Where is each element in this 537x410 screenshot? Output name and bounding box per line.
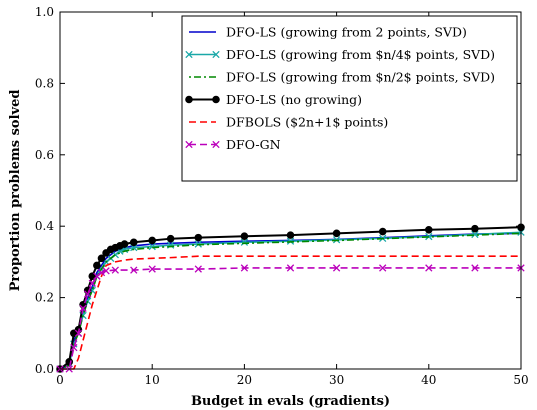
data-point [148, 236, 156, 245]
x-tick-label: 30 [329, 373, 344, 387]
data-point [166, 234, 175, 243]
data-point [332, 229, 341, 238]
data-point [240, 264, 249, 272]
legend-marker [212, 95, 220, 104]
series-dfbols-2n-1-points [60, 255, 521, 370]
legend-marker [212, 140, 220, 149]
data-point [286, 231, 295, 239]
series-dfo-gn [56, 264, 525, 373]
data-point [240, 238, 249, 246]
data-point [240, 232, 249, 240]
data-point [471, 230, 479, 239]
data-point [93, 261, 101, 270]
data-point [286, 264, 295, 272]
series-line [60, 255, 521, 370]
legend-entry: DFO-LS (growing from $n/4$ points, SVD) [185, 47, 495, 62]
x-axis-title: Budget in evals (gradients) [191, 394, 390, 409]
data-point [84, 290, 92, 298]
plot-frame [59, 11, 522, 370]
legend-marker [212, 50, 220, 59]
data-point [111, 266, 119, 274]
y-tick-label: 0.8 [35, 76, 54, 90]
data-point [79, 304, 87, 312]
data-point [97, 268, 106, 277]
series-dfo-ls-growing-from-n-2-points-svd [59, 232, 522, 370]
y-tick-label: 1.0 [35, 5, 54, 19]
x-tick-label: 10 [145, 373, 160, 387]
series-layer [56, 223, 525, 373]
y-axis-title: Proportion problems solved [8, 90, 23, 292]
x-tick-label: 50 [513, 373, 528, 387]
legend-marker [185, 140, 193, 149]
data-point [425, 264, 433, 272]
legend-entry: DFO-LS (growing from $n/2$ points, SVD) [189, 70, 495, 85]
legend-label: DFO-LS (growing from 2 points, SVD) [226, 25, 467, 40]
data-point [194, 233, 203, 242]
data-point [194, 265, 202, 273]
data-point [102, 267, 110, 275]
legend-label: DFO-LS (no growing) [226, 92, 362, 107]
data-point [74, 329, 83, 337]
data-point [88, 272, 97, 280]
y-tick-label: 0.4 [35, 219, 54, 233]
legend-label: DFO-LS (growing from $n/4$ points, SVD) [226, 47, 495, 62]
legend-label: DFO-LS (growing from $n/2$ points, SVD) [226, 70, 495, 85]
legend-entry: DFBOLS ($2n+1$ points) [189, 115, 388, 130]
x-tick-label: 40 [421, 373, 436, 387]
legend-marker [185, 50, 193, 59]
y-tick-label: 0.0 [35, 362, 54, 376]
data-point [148, 242, 156, 251]
legend-box [181, 15, 518, 182]
tick-layer: 0 10 20 30 40 50 0.0 0.2 0.4 0.6 0.8 1.0 [35, 5, 529, 387]
data-point [471, 264, 479, 272]
series-line [59, 232, 522, 370]
data-point [97, 254, 106, 263]
data-point [148, 265, 156, 273]
data-point [120, 240, 129, 248]
legend-label: DFO-GN [226, 137, 281, 152]
data-point [130, 266, 138, 274]
data-point [130, 243, 138, 252]
legend: DFO-LS (growing from 2 points, SVD) DFO-L… [181, 15, 518, 182]
legend-entry: DFO-GN [185, 137, 281, 152]
legend-label: DFBOLS ($2n+1$ points) [226, 115, 388, 130]
data-point [70, 343, 78, 352]
data-point [379, 264, 387, 272]
data-point [378, 227, 387, 236]
y-tick-label: 0.2 [35, 291, 54, 305]
legend-marker [185, 95, 193, 104]
x-tick-label: 20 [237, 373, 252, 387]
y-tick-label: 0.6 [35, 148, 54, 162]
x-tick-label: 0 [56, 373, 64, 387]
data-point [471, 224, 479, 233]
data-point [425, 225, 433, 234]
data-point [93, 272, 101, 280]
legend-entry: DFO-LS (no growing) [185, 92, 362, 107]
data-point [129, 238, 138, 247]
legend-entry: DFO-LS (growing from 2 points, SVD) [189, 25, 467, 40]
data-point [88, 279, 96, 287]
data-point [332, 264, 341, 272]
